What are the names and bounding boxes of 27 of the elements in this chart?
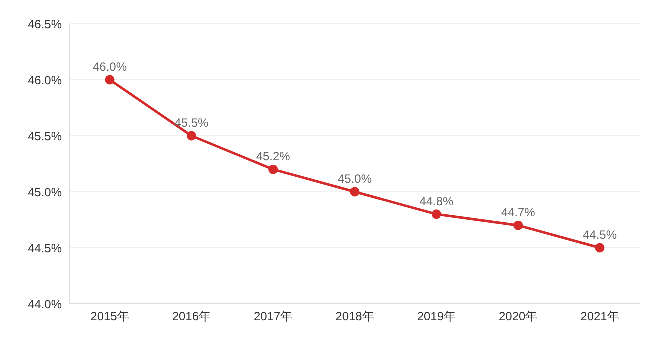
point [186,131,196,141]
y-tick-label: 46.5% [28,17,62,32]
data-label: 44.8% [420,194,454,208]
point [268,164,278,174]
x-tick-label: 2016年 [172,310,212,324]
data-label: 46.0% [92,60,128,74]
x-tick-label: 2021年 [580,310,620,324]
data-label: 45.5% [174,116,210,130]
point [350,187,360,197]
data-label: 44.5% [582,228,618,242]
x-tick-label: 2020年 [498,310,538,324]
point [105,75,115,85]
y-tick-label: 45.5% [28,129,62,144]
y-tick-label: 44.0% [28,297,62,312]
x-tick-label: 2019年 [417,310,456,324]
y-tick-label: 45.0% [28,185,62,200]
data-label: 45.2% [256,150,291,164]
y-tick-label: 46.0% [28,73,62,88]
x-tick-label: 2015年 [90,310,130,324]
data-label: 44.7% [501,206,536,220]
x-tick-label: 2017年 [254,310,293,324]
data-label: 45.0% [338,172,372,186]
point [514,220,524,230]
point [432,210,442,220]
y-tick-label: 44.5% [28,241,62,256]
x-tick-label: 2018年 [336,310,374,324]
point [595,243,605,253]
